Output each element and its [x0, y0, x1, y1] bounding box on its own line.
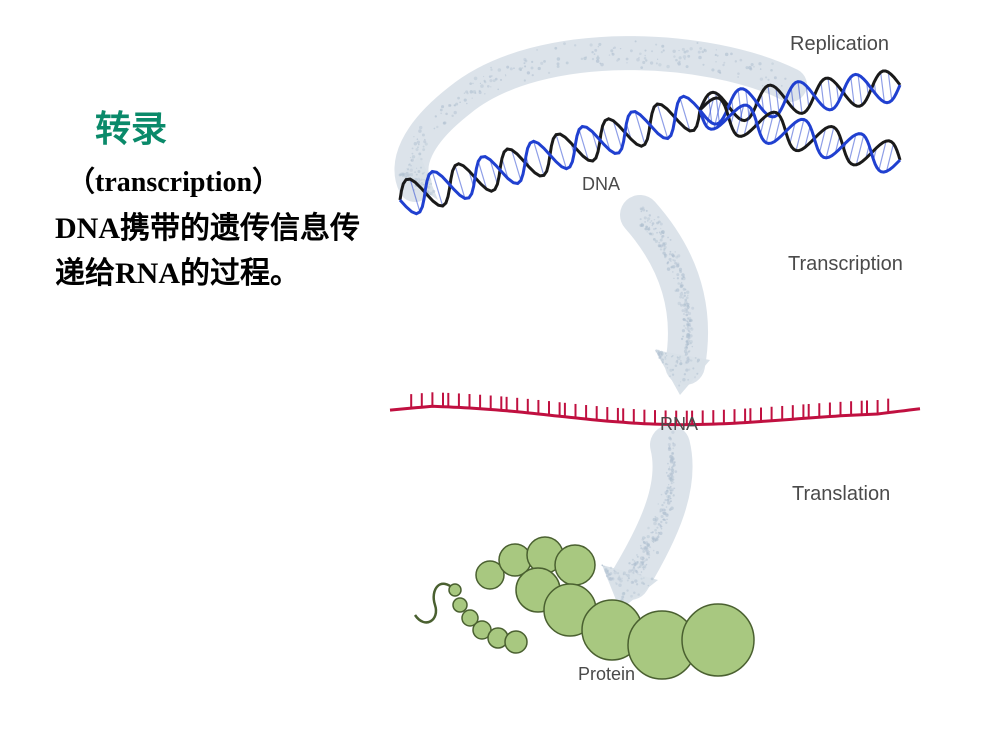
- subtitle: （transcription）: [55, 160, 375, 200]
- description: DNA携带的遗传信息传递给RNA的过程。: [55, 206, 375, 296]
- svg-text:Transcription: Transcription: [788, 253, 903, 275]
- svg-text:Replication: Replication: [790, 33, 889, 55]
- title: 转录: [55, 100, 375, 152]
- svg-text:Protein: Protein: [578, 664, 635, 684]
- svg-text:Translation: Translation: [792, 483, 890, 505]
- svg-text:DNA: DNA: [582, 174, 620, 194]
- central-dogma-diagram: Replication DNA Transcription RNA Translatio…: [360, 30, 980, 730]
- text-block: 转录 （transcription） DNA携带的遗传信息传递给RNA的过程。: [55, 100, 375, 296]
- svg-text:RNA: RNA: [660, 414, 698, 434]
